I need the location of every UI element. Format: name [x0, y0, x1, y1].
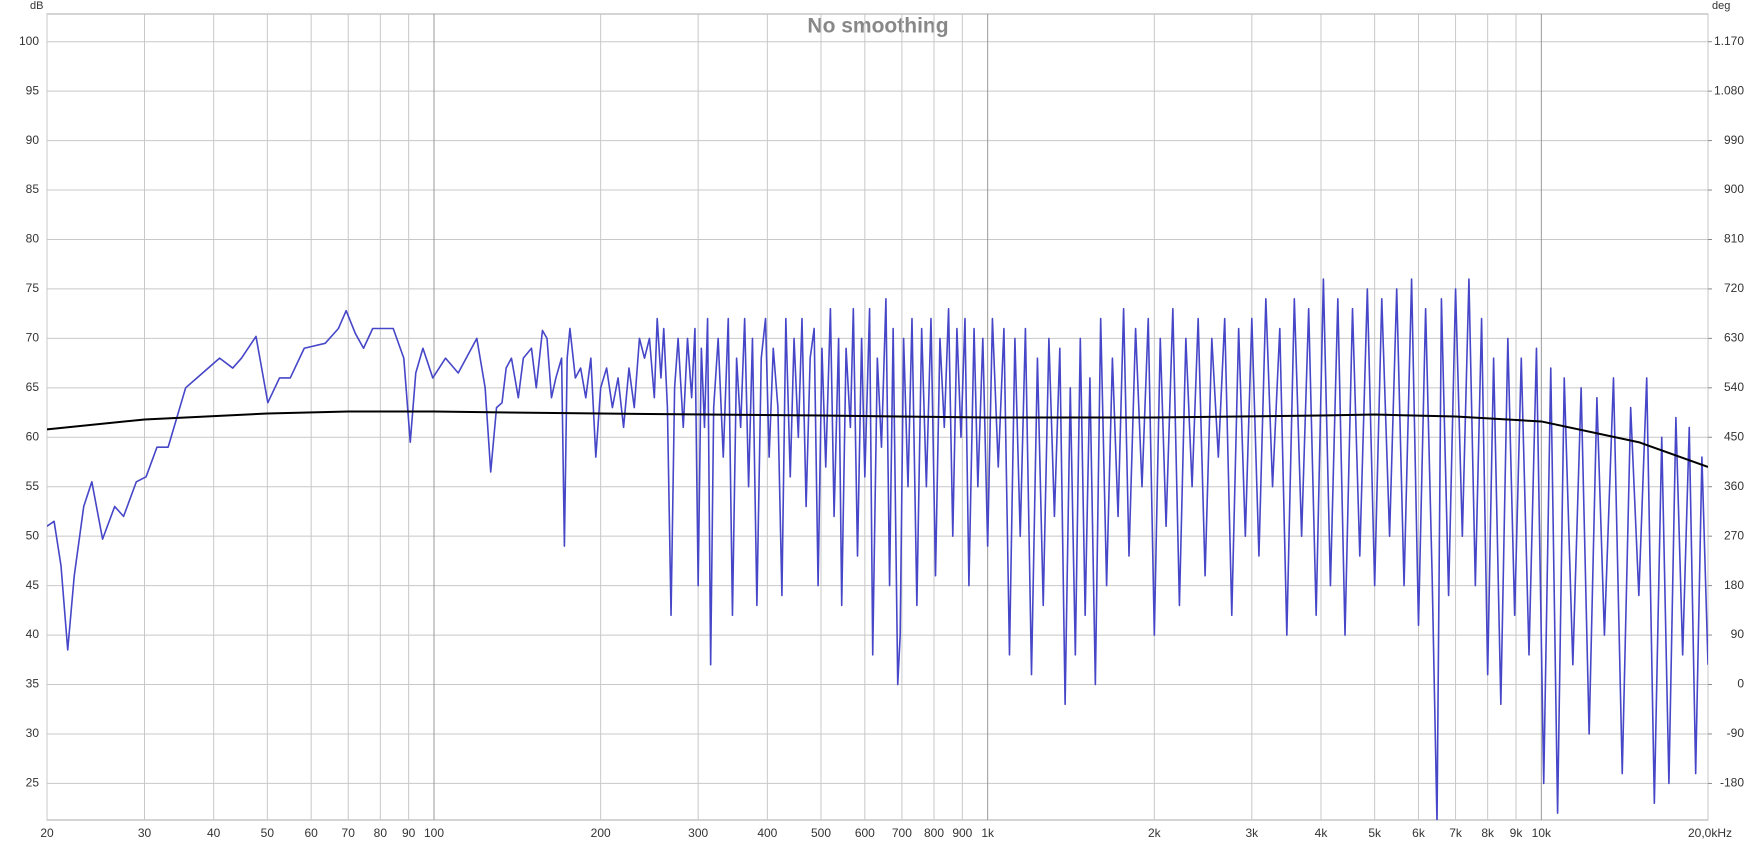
y-tick-label: 85 [26, 182, 40, 196]
y-axis-label: dB [30, 0, 43, 12]
x-tick-label: 50 [261, 826, 275, 840]
x-tick-label: 70 [342, 826, 356, 840]
x-tick-label: 8k [1481, 826, 1495, 840]
x-tick-label: 800 [924, 826, 944, 840]
x-tick-label: 7k [1449, 826, 1463, 840]
y2-tick-label: 990 [1724, 133, 1744, 147]
y-tick-label: 65 [26, 380, 40, 394]
y-tick-label: 45 [26, 578, 40, 592]
y2-tick-label: 810 [1724, 232, 1744, 246]
y-tick-label: 70 [26, 331, 40, 345]
x-tick-label: 5k [1368, 826, 1382, 840]
y2-tick-label: -180 [1720, 776, 1744, 790]
y-tick-label: 35 [26, 677, 40, 691]
x-tick-label: 1k [981, 826, 995, 840]
x-tick-label: 400 [757, 826, 777, 840]
y2-tick-label: 540 [1724, 380, 1744, 394]
y2-tick-label: 180 [1724, 578, 1744, 592]
y-tick-label: 60 [26, 429, 40, 443]
y2-tick-label: 90 [1731, 627, 1745, 641]
y-tick-label: 55 [26, 479, 40, 493]
y2-tick-label: 0 [1737, 677, 1744, 691]
x-tick-label: 900 [952, 826, 972, 840]
y-tick-label: 50 [26, 528, 40, 542]
x-tick-label: 2k [1148, 826, 1162, 840]
data-line [47, 278, 1708, 820]
y2-tick-label: 270 [1724, 528, 1744, 542]
x-tick-label: 20,0kHz [1688, 826, 1732, 840]
x-tick-label: 700 [892, 826, 912, 840]
chart-title: No smoothing [807, 15, 948, 38]
y2-tick-label: 1.080 [1714, 83, 1744, 97]
x-tick-label: 500 [811, 826, 831, 840]
y-tick-label: 80 [26, 232, 40, 246]
y2-tick-label: 900 [1724, 182, 1744, 196]
x-tick-label: 40 [207, 826, 221, 840]
y-tick-label: 95 [26, 83, 40, 97]
y2-axis-label: deg [1712, 0, 1730, 12]
y-tick-label: 40 [26, 627, 40, 641]
y2-tick-label: 1.170 [1714, 34, 1744, 48]
x-tick-label: 30 [138, 826, 152, 840]
x-tick-label: 10k [1532, 826, 1552, 840]
y-tick-label: 25 [26, 776, 40, 790]
y2-tick-label: 630 [1724, 331, 1744, 345]
x-tick-label: 600 [855, 826, 875, 840]
data-line [47, 410, 1708, 468]
x-tick-label: 3k [1245, 826, 1259, 840]
x-tick-label: 4k [1315, 826, 1329, 840]
x-tick-label: 80 [374, 826, 388, 840]
x-tick-label: 6k [1412, 826, 1426, 840]
y-tick-label: 75 [26, 281, 40, 295]
x-tick-label: 90 [402, 826, 416, 840]
y2-tick-label: -90 [1727, 726, 1745, 740]
x-tick-label: 9k [1510, 826, 1524, 840]
y2-tick-label: 360 [1724, 479, 1744, 493]
y-tick-label: 90 [26, 133, 40, 147]
x-tick-label: 300 [688, 826, 708, 840]
y2-tick-label: 720 [1724, 281, 1744, 295]
y-tick-label: 30 [26, 726, 40, 740]
x-tick-label: 20 [40, 826, 54, 840]
y2-tick-label: 450 [1724, 429, 1744, 443]
y-tick-label: 100 [19, 34, 39, 48]
x-tick-label: 100 [424, 826, 444, 840]
x-tick-label: 200 [591, 826, 611, 840]
x-tick-label: 60 [304, 826, 318, 840]
